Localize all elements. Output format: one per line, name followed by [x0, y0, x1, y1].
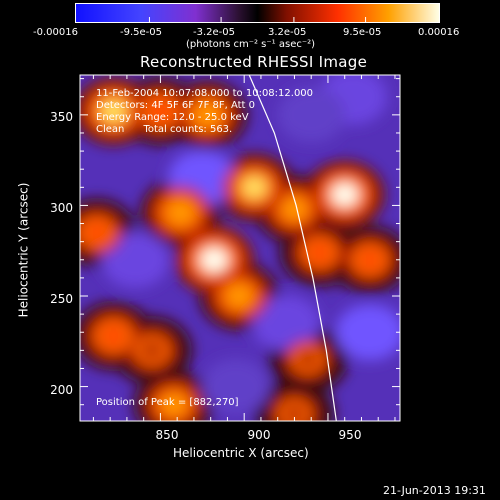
x-tick-label: 900 [247, 428, 271, 442]
source-core [100, 99, 127, 123]
source-core [227, 285, 251, 307]
source-core [86, 223, 107, 242]
colorbar-tick-label: 3.2e-05 [268, 27, 307, 38]
source-core [200, 247, 228, 273]
source-core [331, 182, 359, 207]
negative-region [101, 231, 170, 288]
algorithm-label: Clean Total counts: 563. [96, 124, 233, 135]
energy-range-label: Energy Range: 12.0 - 25.0 keV [96, 112, 249, 123]
source-core [162, 395, 185, 415]
colorbar-tick-label: -3.2e-05 [193, 27, 235, 38]
x-tick-label: 850 [155, 428, 179, 442]
chart-title: Reconstructed RHESSI Image [140, 53, 368, 71]
source-core [241, 176, 267, 199]
x-axis-label: Heliocentric X (arcsec) [173, 446, 309, 460]
source-core [142, 342, 162, 359]
colorbar-unit-label: (photons cm⁻² s⁻¹ asec⁻²) [186, 39, 316, 50]
negative-region [277, 86, 346, 143]
y-tick-label: 250 [50, 292, 73, 306]
time-range-label: 11-Feb-2004 10:07:08.000 to 10:08:12.000 [96, 88, 314, 99]
colorbar [75, 3, 440, 23]
negative-region [201, 358, 270, 415]
peak-position-label: Position of Peak = [882,270] [96, 397, 239, 408]
plot-frame [79, 74, 401, 422]
y-tick-label: 350 [50, 110, 73, 124]
colorbar-tick-label: 0.00016 [418, 27, 460, 38]
x-tick-label: 950 [338, 428, 362, 442]
source-core [103, 326, 124, 346]
colorbar-tick-label: -9.5e-05 [120, 27, 162, 38]
source-core [309, 243, 330, 262]
source-core [359, 251, 380, 269]
negative-region [335, 304, 400, 361]
source-core [299, 351, 317, 368]
detectors-label: Detectors: 4F 5F 6F 7F 8F, Att 0 [96, 100, 256, 111]
negative-region [252, 295, 321, 352]
solar-limb-curve [248, 75, 337, 421]
y-axis-label: Heliocentric Y (arcsec) [16, 182, 31, 318]
source-core [285, 405, 304, 421]
y-tick-label: 200 [50, 383, 73, 397]
source-core [150, 102, 171, 121]
source-core [195, 104, 219, 125]
source-core [168, 202, 193, 224]
footer-timestamp: 21-Jun-2013 19:31 [383, 484, 486, 497]
y-tick-label: 300 [50, 201, 73, 215]
colorbar-tick-label: -0.00016 [33, 27, 78, 38]
source-core [283, 199, 306, 219]
colorbar-tick-label: 9.5e-05 [343, 27, 382, 38]
